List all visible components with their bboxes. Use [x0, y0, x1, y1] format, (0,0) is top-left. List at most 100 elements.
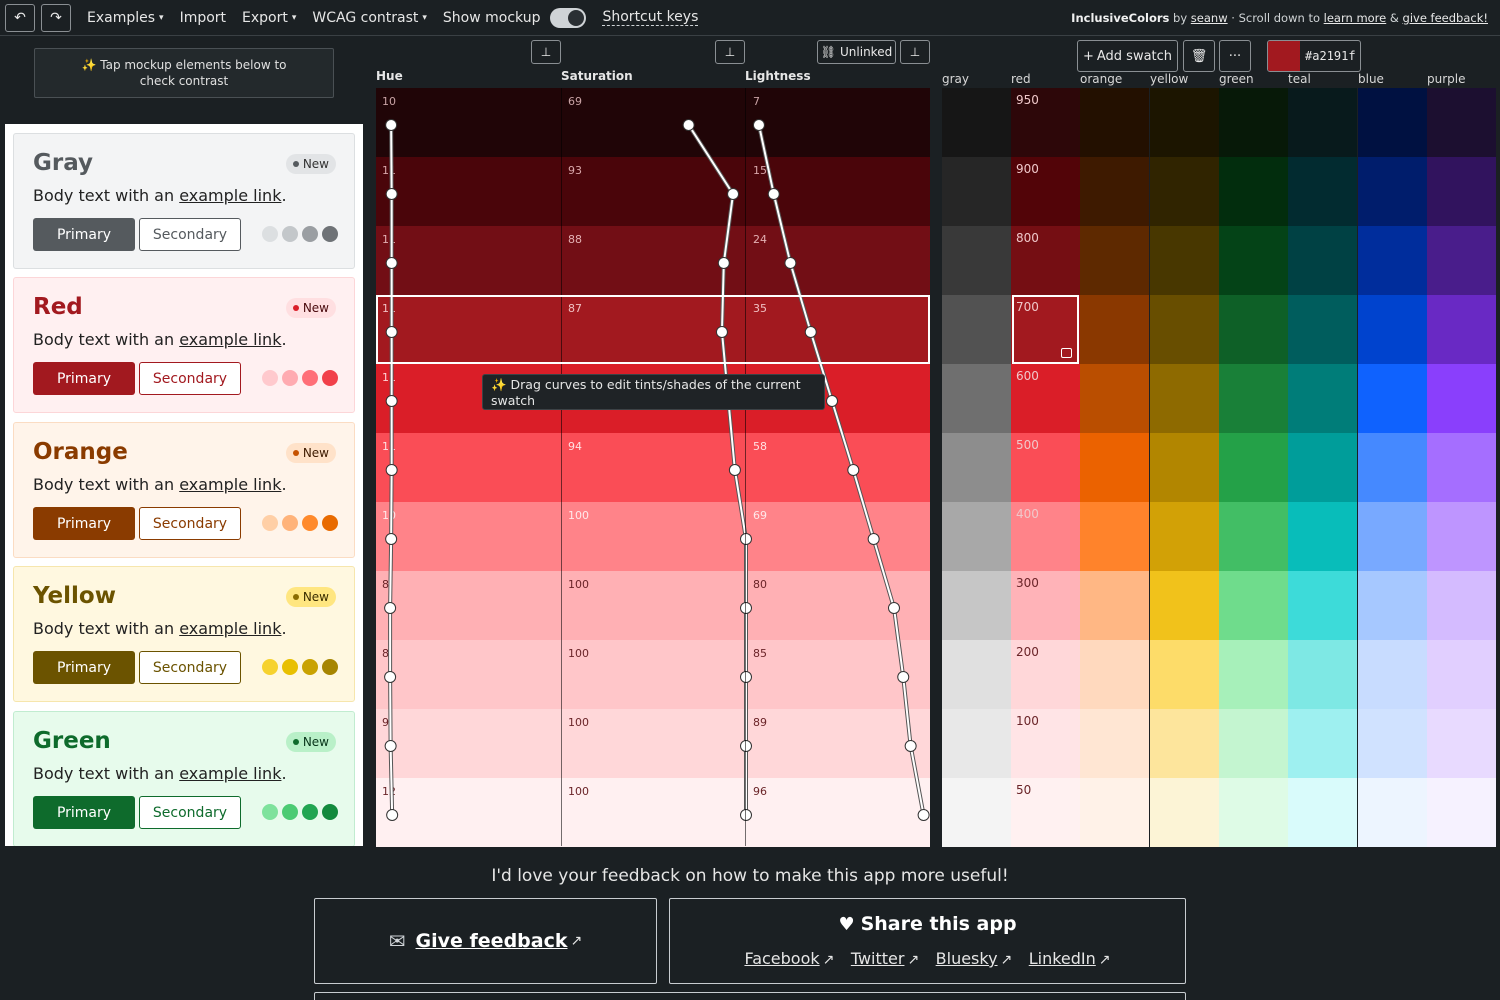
palette-swatch[interactable]: [942, 571, 1011, 640]
palette-swatch[interactable]: [1358, 157, 1427, 226]
saturation-curve-handle[interactable]: [727, 188, 740, 200]
author-link[interactable]: seanw: [1190, 11, 1228, 25]
palette-swatch[interactable]: [942, 226, 1011, 295]
linkedin-link[interactable]: LinkedIn: [1028, 949, 1096, 968]
primary-button[interactable]: Primary: [33, 507, 135, 540]
example-link[interactable]: example link: [179, 764, 282, 783]
palette-swatch[interactable]: [1080, 640, 1149, 709]
palette-swatch[interactable]: [1150, 502, 1219, 571]
card-title[interactable]: Green: [33, 728, 111, 754]
palette-swatch[interactable]: [1150, 709, 1219, 778]
palette-header-yellow[interactable]: yellow: [1150, 72, 1189, 86]
secondary-button[interactable]: Secondary: [139, 507, 241, 540]
palette-swatch[interactable]: [1288, 433, 1357, 502]
editor-row[interactable]: 8 100 80: [376, 571, 930, 640]
color-dot[interactable]: [262, 226, 278, 242]
saturation-curve-handle[interactable]: [728, 464, 741, 476]
palette-swatch[interactable]: [1427, 640, 1496, 709]
palette-swatch[interactable]: [1427, 295, 1496, 364]
palette-swatch[interactable]: [1427, 88, 1496, 157]
primary-button[interactable]: Primary: [33, 796, 135, 829]
palette-swatch[interactable]: [1288, 502, 1357, 571]
palette-swatch[interactable]: [1288, 571, 1357, 640]
palette-swatch[interactable]: [1219, 571, 1288, 640]
palette-swatch[interactable]: [1080, 778, 1149, 847]
palette-swatch[interactable]: [1288, 157, 1357, 226]
saturation-curve-handle[interactable]: [682, 119, 695, 131]
lightness-curve-handle[interactable]: [784, 257, 797, 269]
lightness-curve-handle[interactable]: [826, 395, 839, 407]
hue-curve-handle[interactable]: [385, 464, 398, 476]
saturation-curve-handle[interactable]: [740, 533, 752, 545]
editor-row[interactable]: 11 87 35: [376, 295, 930, 364]
primary-button[interactable]: Primary: [33, 362, 135, 395]
example-link[interactable]: example link: [179, 186, 282, 205]
editor-row[interactable]: 10 100 69: [376, 502, 930, 571]
palette-swatch[interactable]: [1358, 295, 1427, 364]
palette-swatch[interactable]: [1427, 226, 1496, 295]
palette-swatch[interactable]: [1288, 226, 1357, 295]
color-dot[interactable]: [282, 659, 298, 675]
palette-swatch[interactable]: 700: [1011, 295, 1080, 364]
palette-swatch[interactable]: [1080, 433, 1149, 502]
secondary-button[interactable]: Secondary: [139, 218, 241, 251]
export-menu[interactable]: Export ▾: [242, 9, 297, 26]
more-options-button[interactable]: ···: [1219, 40, 1251, 72]
new-badge[interactable]: New: [285, 443, 336, 463]
palette-header-purple[interactable]: purple: [1427, 72, 1466, 86]
palette-swatch[interactable]: [1219, 88, 1288, 157]
card-title[interactable]: Gray: [33, 150, 94, 176]
color-dot[interactable]: [262, 515, 278, 531]
lock-icon[interactable]: [1061, 348, 1072, 358]
hsl-curve-editor[interactable]: 12 100 96 9 100 89 8 100 85 8 100 80 10 100 69 11 94 58 11…: [376, 88, 930, 847]
redo-button[interactable]: ↷: [41, 3, 71, 32]
hue-curve-handle[interactable]: [384, 671, 397, 683]
saturation-curve-handle[interactable]: [715, 326, 728, 338]
shortcut-keys-link[interactable]: Shortcut keys: [602, 9, 699, 26]
palette-header-red[interactable]: red: [1011, 72, 1031, 86]
color-dot[interactable]: [322, 659, 338, 675]
palette-swatch[interactable]: [1219, 640, 1288, 709]
lightness-curve-handle[interactable]: [917, 809, 930, 821]
color-dot[interactable]: [322, 370, 338, 386]
give-feedback-box[interactable]: ✉ Give feedback ↗: [314, 898, 657, 984]
hue-curve-handle[interactable]: [385, 395, 398, 407]
saturation-curve-handle[interactable]: [740, 671, 752, 683]
color-dot[interactable]: [282, 515, 298, 531]
palette-swatch[interactable]: [1427, 571, 1496, 640]
color-dot[interactable]: [302, 370, 318, 386]
color-dot[interactable]: [262, 659, 278, 675]
saturation-curve-handle[interactable]: [740, 602, 752, 614]
palette-swatch[interactable]: [1080, 502, 1149, 571]
editor-row[interactable]: 10 69 7: [376, 88, 930, 157]
new-badge[interactable]: New: [285, 154, 336, 174]
palette-swatch[interactable]: [942, 502, 1011, 571]
palette-swatch[interactable]: [1150, 157, 1219, 226]
example-link[interactable]: example link: [179, 475, 282, 494]
secondary-button[interactable]: Secondary: [139, 362, 241, 395]
color-dot[interactable]: [322, 226, 338, 242]
palette-swatch[interactable]: [1219, 157, 1288, 226]
lightness-curve-handle[interactable]: [847, 464, 860, 476]
color-dot[interactable]: [302, 226, 318, 242]
add-swatch-button[interactable]: + Add swatch: [1077, 40, 1178, 72]
editor-row[interactable]: 11 94 58: [376, 433, 930, 502]
color-dot[interactable]: [282, 226, 298, 242]
palette-swatch[interactable]: [942, 640, 1011, 709]
new-badge[interactable]: New: [285, 587, 336, 607]
card-body-text[interactable]: Body text with an example link.: [33, 619, 287, 638]
lightness-curve-handle[interactable]: [867, 533, 880, 545]
give-feedback-link[interactable]: give feedback!: [1402, 11, 1488, 25]
palette-swatch[interactable]: 600: [1011, 364, 1080, 433]
palette-swatch[interactable]: [1288, 778, 1357, 847]
palette-swatch[interactable]: [1358, 502, 1427, 571]
hue-curve-handle[interactable]: [384, 740, 397, 752]
hue-curve-handle[interactable]: [385, 257, 398, 269]
palette-swatch[interactable]: [1080, 157, 1149, 226]
palette-swatch[interactable]: [1427, 433, 1496, 502]
card-body-text[interactable]: Body text with an example link.: [33, 186, 287, 205]
palette-header-blue[interactable]: blue: [1358, 72, 1384, 86]
palette-swatch[interactable]: [1080, 88, 1149, 157]
editor-row[interactable]: 12 100 96: [376, 778, 930, 847]
palette-swatch[interactable]: [1288, 709, 1357, 778]
